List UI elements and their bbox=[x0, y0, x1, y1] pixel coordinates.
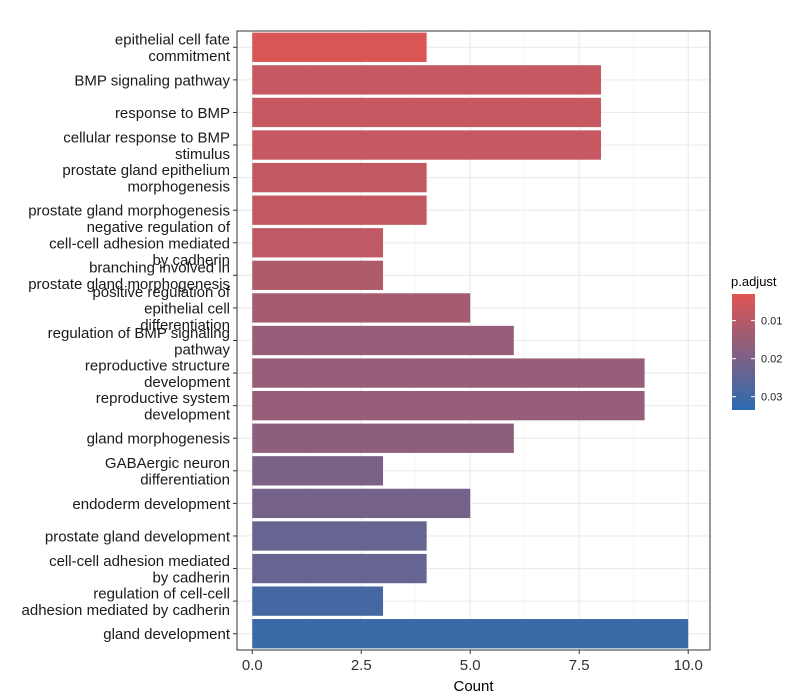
bar bbox=[252, 97, 602, 128]
bar bbox=[252, 358, 645, 388]
bar bbox=[252, 293, 471, 323]
y-tick-label: reproductive system development bbox=[96, 390, 231, 424]
bar bbox=[252, 521, 427, 551]
x-tick-label: 10.0 bbox=[674, 657, 703, 674]
y-tick-label: response to BMP bbox=[115, 105, 230, 122]
x-tick-label: 2.5 bbox=[351, 657, 372, 674]
bar bbox=[252, 488, 471, 519]
bar bbox=[252, 553, 427, 584]
legend-tick-label: 0.02 bbox=[761, 354, 782, 366]
y-tick-label: epithelial cell fate commitment bbox=[115, 32, 231, 66]
bar bbox=[252, 65, 602, 95]
y-tick-label: BMP signaling pathway bbox=[74, 72, 230, 89]
legend-tick-label: 0.03 bbox=[761, 392, 782, 404]
y-tick-label: gland morphogenesis bbox=[87, 431, 230, 448]
bar bbox=[252, 456, 384, 486]
y-tick-label: prostate gland epithelium morphogenesis bbox=[62, 162, 230, 196]
y-tick-label: negative regulation of cell-cell adhesion… bbox=[49, 219, 231, 269]
y-tick-label: positive regulation of epithelial cell dif… bbox=[92, 284, 230, 334]
y-tick-label: gland development bbox=[103, 626, 231, 643]
bar bbox=[252, 260, 384, 291]
legend-tick-label: 0.01 bbox=[761, 316, 782, 328]
x-axis: 0.0 2.5 5.0 7.5 10.0 bbox=[242, 650, 703, 674]
bar bbox=[252, 228, 384, 258]
x-tick-label: 7.5 bbox=[569, 657, 590, 674]
legend: p.adjust 0.01 0.02 0.03 bbox=[731, 274, 782, 410]
bar bbox=[252, 195, 427, 225]
bar bbox=[252, 586, 384, 616]
x-tick-label: 5.0 bbox=[460, 657, 481, 674]
bar bbox=[252, 423, 514, 453]
y-tick-label: cellular response to BMP stimulus bbox=[63, 129, 230, 163]
bar bbox=[252, 325, 514, 356]
x-axis-title: Count bbox=[453, 678, 494, 695]
legend-title: p.adjust bbox=[731, 274, 777, 289]
legend-colorbar bbox=[732, 294, 755, 410]
x-tick-label: 0.0 bbox=[242, 657, 263, 674]
y-tick-label: regulation of BMP signaling pathway bbox=[48, 325, 231, 359]
y-tick-label: regulation of cell-cell adhesion mediated… bbox=[22, 585, 230, 619]
bars bbox=[252, 32, 689, 649]
y-tick-label: prostate gland development bbox=[45, 528, 231, 545]
bar bbox=[252, 619, 689, 649]
y-tick-label: GABAergic neuron differentiation bbox=[105, 455, 230, 489]
bar bbox=[252, 130, 602, 160]
y-tick-label: endoderm development bbox=[72, 496, 230, 513]
y-tick-label: prostate gland morphogenesis bbox=[28, 203, 230, 220]
y-tick-label: reproductive structure development bbox=[85, 357, 231, 391]
bar bbox=[252, 162, 427, 193]
bar bbox=[252, 390, 645, 421]
bar bbox=[252, 32, 427, 62]
y-tick-label: cell-cell adhesion mediated by cadherin bbox=[49, 553, 230, 587]
y-axis: epithelial cell fate commitment BMP signal… bbox=[22, 32, 237, 643]
y-tick-label: branching involved in prostate gland morp… bbox=[28, 260, 230, 294]
